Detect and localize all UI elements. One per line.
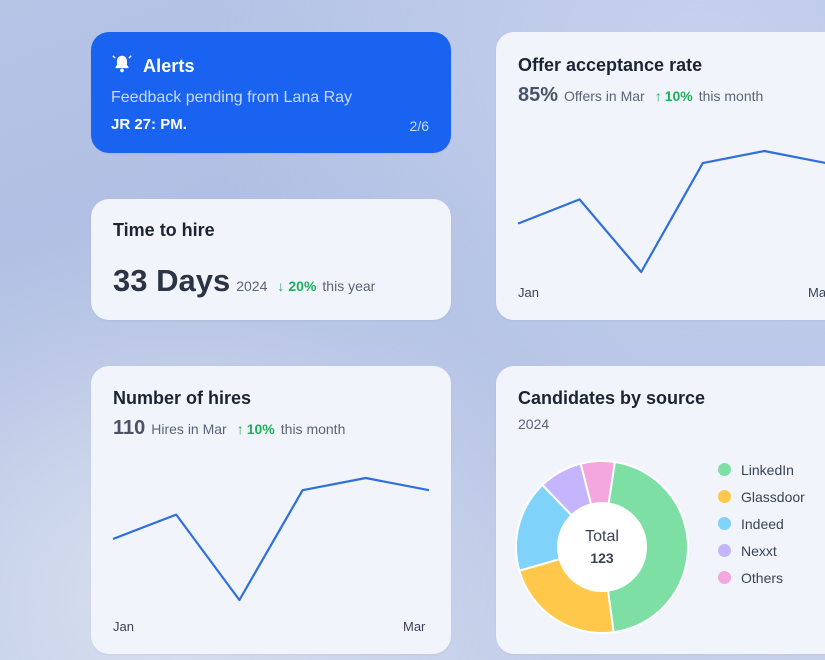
- x-axis-start-label: Jan: [518, 285, 539, 300]
- metric-delta: 10%: [664, 88, 693, 104]
- card-title: Number of hires: [113, 388, 252, 408]
- donut-center-label: Total: [585, 528, 619, 545]
- metric-delta: 20%: [288, 278, 317, 294]
- offer-stats: 85% Offers in Mar ↑ 10% this month: [518, 84, 763, 107]
- metric-value: 33 Days: [113, 263, 231, 298]
- card-year: 2024: [518, 416, 550, 432]
- card-title: Time to hire: [113, 220, 215, 240]
- legend-item-glassdoor[interactable]: Glassdoor: [718, 483, 805, 510]
- arrow-up-icon: ↑: [236, 421, 244, 437]
- alert-time: JR 27: PM.: [111, 116, 187, 133]
- hires-stats: 110 Hires in Mar ↑ 10% this month: [113, 417, 345, 440]
- source-legend: LinkedIn Glassdoor Indeed Nexxt Others: [718, 456, 805, 591]
- legend-swatch: [718, 571, 731, 584]
- number-of-hires-card: Number of hires 110 Hires in Mar ↑ 10% t…: [91, 366, 451, 654]
- time-to-hire-stats: 33 Days 2024 ↓ 20% this year: [113, 263, 375, 299]
- x-axis-start-label: Jan: [113, 619, 134, 634]
- offer-acceptance-card: Offer acceptance rate 85% Offers in Mar …: [496, 32, 825, 320]
- legend-label: Nexxt: [741, 542, 777, 559]
- metric-sub: Offers in Mar: [564, 88, 645, 104]
- time-to-hire-card: Time to hire 33 Days 2024 ↓ 20% this yea…: [91, 199, 451, 320]
- legend-swatch: [718, 544, 731, 557]
- donut-hole: [559, 504, 645, 590]
- series-line: [517, 149, 825, 274]
- legend-swatch: [718, 463, 731, 476]
- legend-label: Glassdoor: [741, 488, 805, 505]
- alerts-title: Alerts: [143, 56, 195, 76]
- metric-value: 110: [113, 417, 146, 439]
- metric-delta-suffix: this month: [698, 88, 764, 104]
- legend-swatch: [718, 490, 731, 503]
- offer-line-chart: [517, 149, 825, 274]
- donut-slice-linkedin[interactable]: [606, 460, 689, 634]
- legend-swatch: [718, 517, 731, 530]
- source-donut-chart: [515, 460, 689, 634]
- alert-message: Feedback pending from Lana Ray: [111, 89, 353, 106]
- metric-delta-suffix: this year: [322, 278, 376, 294]
- donut-center: Total 123: [562, 528, 642, 566]
- metric-value: 85%: [518, 84, 559, 106]
- alerts-card[interactable]: Alerts Feedback pending from Lana Ray JR…: [91, 32, 451, 153]
- legend-label: Others: [741, 569, 784, 586]
- hires-line-chart: [112, 476, 430, 602]
- card-title: Offer acceptance rate: [518, 55, 703, 75]
- donut-slice-others[interactable]: [579, 460, 616, 506]
- series-line: [112, 476, 430, 602]
- metric-sub: Hires in Mar: [151, 421, 227, 437]
- arrow-down-icon: ↓: [277, 278, 285, 294]
- legend-item-linkedin[interactable]: LinkedIn: [718, 456, 805, 483]
- arrow-up-icon: ↑: [654, 88, 662, 104]
- bell-icon: [111, 53, 133, 80]
- legend-item-indeed[interactable]: Indeed: [718, 510, 805, 537]
- card-title: Candidates by source: [518, 388, 706, 408]
- legend-item-others[interactable]: Others: [718, 564, 805, 591]
- alerts-header: Alerts: [111, 53, 195, 80]
- legend-item-nexxt[interactable]: Nexxt: [718, 537, 805, 564]
- candidates-by-source-card: Candidates by source 2024 Total 123 Link…: [496, 366, 825, 654]
- donut-center-value: 123: [590, 550, 614, 566]
- x-axis-end-label: Mar: [403, 619, 426, 634]
- legend-label: Indeed: [741, 515, 784, 532]
- legend-label: LinkedIn: [741, 461, 794, 478]
- metric-year: 2024: [236, 278, 268, 294]
- metric-delta: 10%: [246, 421, 275, 437]
- metric-delta-suffix: this month: [280, 421, 346, 437]
- alert-pager[interactable]: 2/6: [409, 118, 429, 134]
- x-axis-end-label: Ma: [808, 285, 825, 300]
